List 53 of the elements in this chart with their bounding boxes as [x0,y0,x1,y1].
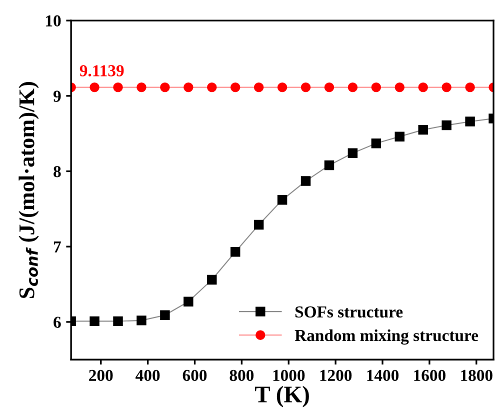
x-tick-label: 1200 [320,370,352,382]
point [207,82,217,92]
point [465,82,475,92]
point [230,82,240,92]
x-tick-label: 1400 [367,370,399,382]
x-tick-label: 1800 [461,370,492,382]
point [394,82,405,92]
point [324,160,334,170]
x-tick-label: 600 [182,370,207,382]
point [300,176,311,186]
annotation: 9.1139 [80,65,124,76]
y-tick-label: 10 [46,15,61,26]
y-tick-label: 8 [54,166,61,178]
point [184,82,194,92]
x-tick-label: 400 [136,370,160,382]
point [371,82,382,92]
point [113,316,123,326]
point [418,124,428,135]
x-tick-label: 1000 [273,370,305,382]
point [442,82,452,92]
point [371,138,382,148]
point [136,316,146,326]
x-tick-label: 800 [230,370,254,382]
point [184,296,194,306]
point [394,132,405,142]
point [113,82,123,92]
point [230,247,240,257]
point [160,82,170,92]
legend-label: SOFs structure [295,306,403,318]
x-tick-label: 1600 [414,370,446,382]
point [136,82,146,92]
y-tick-label: 9 [53,90,61,102]
legend-label: Random mixing structure [294,329,478,345]
point [90,316,100,326]
x-axis-title: T (K) [255,386,309,408]
point [348,148,358,158]
point [254,82,264,92]
x-tick-label: 200 [89,370,113,382]
point [277,195,288,205]
point [418,82,428,92]
point [254,220,264,230]
point [442,120,452,130]
point [160,310,170,320]
point [207,274,217,285]
y-tick-label: 6 [54,316,61,328]
point [300,82,311,92]
point [465,116,475,126]
point [277,82,288,92]
y-tick-label: 7 [54,241,61,252]
point [324,82,334,92]
point [348,82,358,92]
y-axis-title: S$_{conf}$ (J/(mol·atom)/K) [18,82,39,298]
point [90,82,100,92]
